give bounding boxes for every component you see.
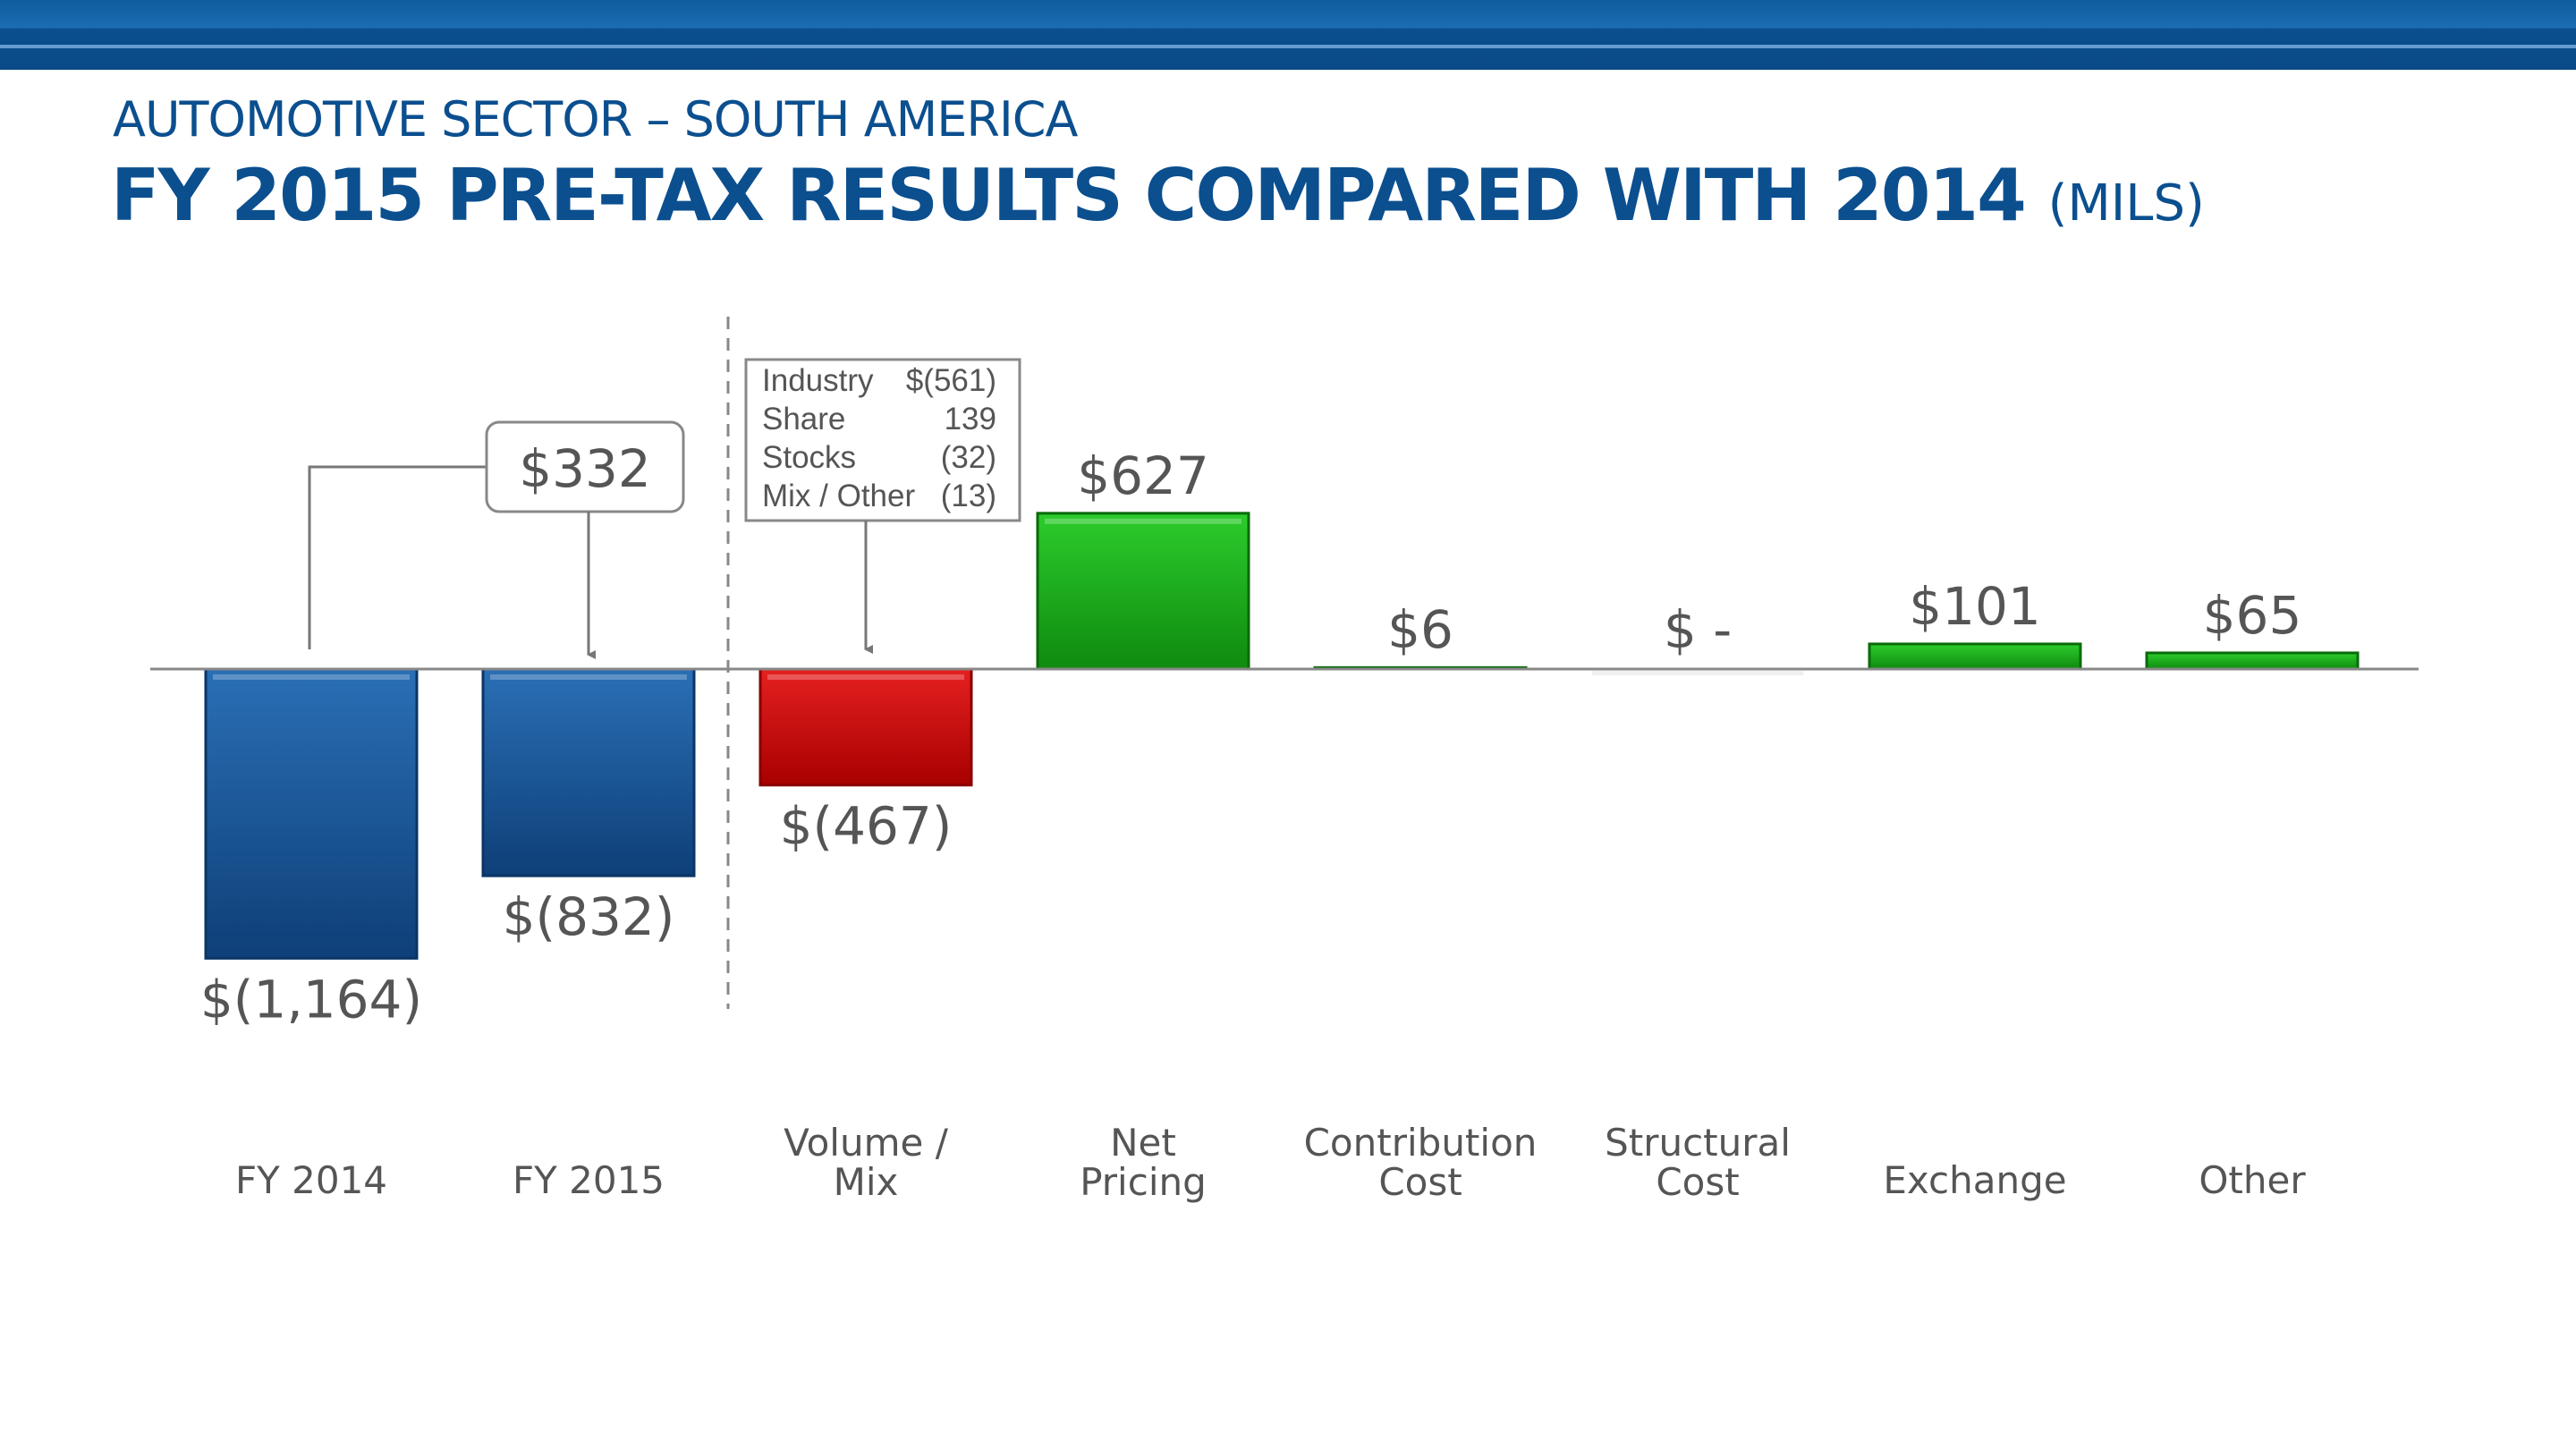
title-text: FY 2015 PRE-TAX RESULTS COMPARED WITH 20… xyxy=(111,154,2027,237)
breakdown-label-share: Share xyxy=(762,402,845,436)
breakdown-value-share: 139 xyxy=(945,402,996,436)
change-callout-box xyxy=(485,420,685,513)
breakdown-label-mix-other: Mix / Other xyxy=(762,479,915,513)
breakdown-label-stocks: Stocks xyxy=(762,440,856,475)
top-band xyxy=(0,0,2576,70)
category-label-fy-2014: FY 2014 xyxy=(235,1158,387,1202)
annotations-layer: $332 Industry $(561) Share 139 Stocks (32) Mix … xyxy=(150,317,2419,1009)
breakdown-value-mix-other: (13) xyxy=(941,479,996,513)
slide-title: FY 2015 PRE-TAX RESULTS COMPARED WITH 20… xyxy=(111,154,2205,237)
bar-fy-2015 xyxy=(481,667,696,877)
category-label-volume-mix-1: Volume / xyxy=(784,1121,949,1165)
bar-highlight-fy-2014 xyxy=(213,674,410,680)
bar-exchange xyxy=(1868,642,2082,671)
breakdown-value-industry: $(561) xyxy=(906,363,996,398)
category-label-fy-2015: FY 2015 xyxy=(513,1158,665,1202)
change-callout-value: $332 xyxy=(519,438,651,499)
bar-shadow-structural-cost xyxy=(1592,671,1803,675)
breakdown-label-industry: Industry xyxy=(762,363,874,398)
change-connector xyxy=(308,465,488,649)
labels-layer: $(1,164) FY 2014 $(832) FY 2015 $(467) Volume… xyxy=(200,445,2306,1204)
bars-layer xyxy=(204,512,2360,960)
bar-other xyxy=(2145,651,2360,671)
category-label-exchange: Exchange xyxy=(1883,1158,2066,1202)
bar-highlight-fy-2015 xyxy=(490,674,687,680)
value-label-exchange: $101 xyxy=(1909,576,2041,637)
category-label-contribution-cost-1: Contribution xyxy=(1304,1121,1538,1165)
bar-highlight-net-pricing xyxy=(1045,518,1241,524)
value-label-fy-2014: $(1,164) xyxy=(200,969,422,1030)
bar-volume-mix xyxy=(758,667,973,787)
category-label-other: Other xyxy=(2199,1158,2306,1202)
value-label-contribution-cost: $6 xyxy=(1387,599,1453,660)
category-label-net-pricing-2: Pricing xyxy=(1080,1160,1207,1204)
breakdown-box xyxy=(744,358,1021,522)
category-label-contribution-cost-2: Cost xyxy=(1378,1160,1462,1204)
bar-highlight-volume-mix xyxy=(767,674,964,680)
bar-net-pricing xyxy=(1036,512,1250,671)
value-label-fy-2015: $(832) xyxy=(503,886,675,947)
value-label-net-pricing: $627 xyxy=(1077,445,1209,506)
category-label-net-pricing-1: Net xyxy=(1110,1121,1176,1165)
category-label-structural-cost-1: Structural xyxy=(1605,1121,1791,1165)
breakdown-value-stocks: (32) xyxy=(941,440,996,475)
category-label-volume-mix-2: Mix xyxy=(834,1160,899,1204)
value-label-structural-cost: $ - xyxy=(1664,599,1732,660)
category-label-structural-cost-2: Cost xyxy=(1656,1160,1739,1204)
bar-fy-2014 xyxy=(204,667,419,960)
title-units: (MILS) xyxy=(2047,174,2205,233)
slide-subtitle: AUTOMOTIVE SECTOR – SOUTH AMERICA xyxy=(113,91,1078,148)
value-label-other: $65 xyxy=(2203,585,2302,646)
value-label-volume-mix: $(467) xyxy=(780,796,953,857)
